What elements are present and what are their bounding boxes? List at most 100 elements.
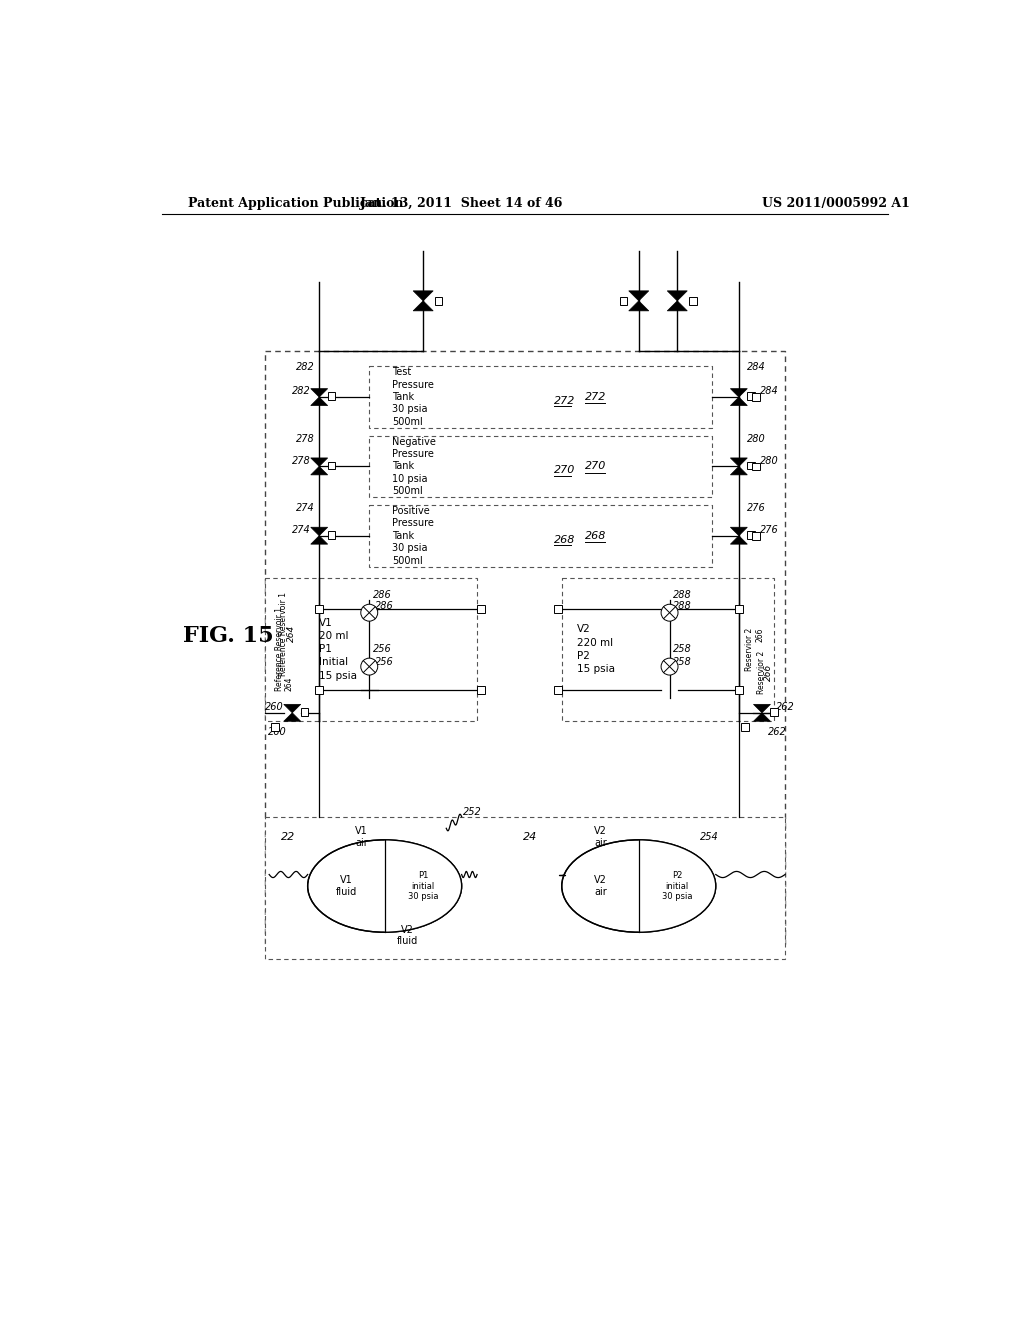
Text: 256: 256 <box>373 644 392 655</box>
Text: Jan. 13, 2011  Sheet 14 of 46: Jan. 13, 2011 Sheet 14 of 46 <box>360 197 563 210</box>
Bar <box>748 392 755 400</box>
Text: Reservior 2
266: Reservior 2 266 <box>744 627 764 671</box>
Bar <box>265 817 785 960</box>
Circle shape <box>662 605 678 622</box>
Text: 260: 260 <box>267 726 287 737</box>
Bar <box>370 367 712 428</box>
Polygon shape <box>310 388 328 397</box>
Bar <box>741 723 749 730</box>
Bar <box>735 605 742 612</box>
Text: 274: 274 <box>296 503 314 513</box>
Polygon shape <box>284 705 301 713</box>
Polygon shape <box>639 840 716 932</box>
Polygon shape <box>668 290 687 301</box>
Bar <box>328 531 336 539</box>
Text: V1
air: V1 air <box>355 826 368 847</box>
Polygon shape <box>310 536 328 544</box>
Bar <box>265 351 785 944</box>
Polygon shape <box>284 713 301 721</box>
Text: Reference Reservoir 1
264: Reference Reservoir 1 264 <box>274 607 294 692</box>
Text: 256: 256 <box>376 657 394 668</box>
Polygon shape <box>730 397 748 405</box>
Bar <box>770 708 778 715</box>
Polygon shape <box>668 301 687 312</box>
Text: 270: 270 <box>554 465 575 475</box>
Bar <box>735 686 742 693</box>
Bar <box>562 578 773 721</box>
Text: 288: 288 <box>674 601 692 611</box>
Text: 262: 262 <box>776 702 795 711</box>
Text: 266: 266 <box>764 664 773 681</box>
Text: 270: 270 <box>585 462 606 471</box>
Bar <box>271 723 280 730</box>
Text: 258: 258 <box>674 657 692 668</box>
Bar <box>370 436 712 498</box>
Bar <box>477 686 484 693</box>
Polygon shape <box>730 527 748 536</box>
Polygon shape <box>310 458 328 466</box>
Text: P2
initial
30 psia: P2 initial 30 psia <box>662 871 692 902</box>
Text: US 2011/0005992 A1: US 2011/0005992 A1 <box>762 197 910 210</box>
Text: V2
220 ml
P2
15 psia: V2 220 ml P2 15 psia <box>578 624 615 675</box>
Bar <box>748 531 755 539</box>
Ellipse shape <box>307 840 462 932</box>
Text: 280: 280 <box>746 434 765 444</box>
Text: 286: 286 <box>376 601 394 611</box>
Bar <box>315 686 323 693</box>
Text: 278: 278 <box>296 434 314 444</box>
Bar <box>748 462 755 470</box>
Bar <box>370 506 712 566</box>
Text: 280: 280 <box>761 455 779 466</box>
Polygon shape <box>310 397 328 405</box>
Text: 284: 284 <box>746 363 765 372</box>
Polygon shape <box>629 290 649 301</box>
Text: P1
initial
30 psia: P1 initial 30 psia <box>408 871 438 902</box>
Polygon shape <box>310 527 328 536</box>
Polygon shape <box>730 388 748 397</box>
Polygon shape <box>754 713 770 721</box>
Bar <box>554 605 562 612</box>
Polygon shape <box>310 466 328 475</box>
Text: 282: 282 <box>292 387 311 396</box>
Text: 272: 272 <box>554 396 575 407</box>
Text: 262: 262 <box>768 726 786 737</box>
Text: 276: 276 <box>761 525 779 535</box>
Text: Negative
Pressure
Tank
10 psia
500ml: Negative Pressure Tank 10 psia 500ml <box>392 437 436 496</box>
Text: 276: 276 <box>746 503 765 513</box>
Polygon shape <box>385 840 462 932</box>
Text: Test
Pressure
Tank
30 psia
500ml: Test Pressure Tank 30 psia 500ml <box>392 367 434 426</box>
Text: V1
20 ml
P1
Initial
15 psia: V1 20 ml P1 Initial 15 psia <box>319 618 357 681</box>
Bar <box>752 393 760 401</box>
Polygon shape <box>413 301 433 312</box>
Text: Positive
Pressure
Tank
30 psia
500ml: Positive Pressure Tank 30 psia 500ml <box>392 506 434 565</box>
Bar <box>620 297 628 305</box>
Text: 278: 278 <box>292 455 311 466</box>
Polygon shape <box>754 705 770 713</box>
Text: 254: 254 <box>700 832 719 842</box>
Bar <box>265 578 477 721</box>
Bar <box>752 462 760 470</box>
Bar <box>328 392 336 400</box>
Text: 288: 288 <box>674 590 692 601</box>
Polygon shape <box>730 466 748 475</box>
Text: 272: 272 <box>585 392 606 403</box>
Text: 284: 284 <box>761 387 779 396</box>
Text: 282: 282 <box>296 363 314 372</box>
Circle shape <box>360 605 378 622</box>
Text: 252: 252 <box>463 807 482 817</box>
Polygon shape <box>629 301 649 312</box>
Text: Reservior 2: Reservior 2 <box>757 651 766 694</box>
Bar <box>689 297 696 305</box>
Text: 24: 24 <box>523 832 538 842</box>
Circle shape <box>360 659 378 675</box>
Text: V1
fluid: V1 fluid <box>336 875 356 896</box>
Bar <box>477 605 484 612</box>
Polygon shape <box>413 290 433 301</box>
Text: 258: 258 <box>674 644 692 655</box>
Text: 286: 286 <box>373 590 392 601</box>
Text: V2
air: V2 air <box>594 875 606 896</box>
Text: 264: 264 <box>287 626 296 643</box>
Text: V2
air: V2 air <box>594 826 606 847</box>
Text: 22: 22 <box>281 832 295 842</box>
Text: 274: 274 <box>292 525 311 535</box>
